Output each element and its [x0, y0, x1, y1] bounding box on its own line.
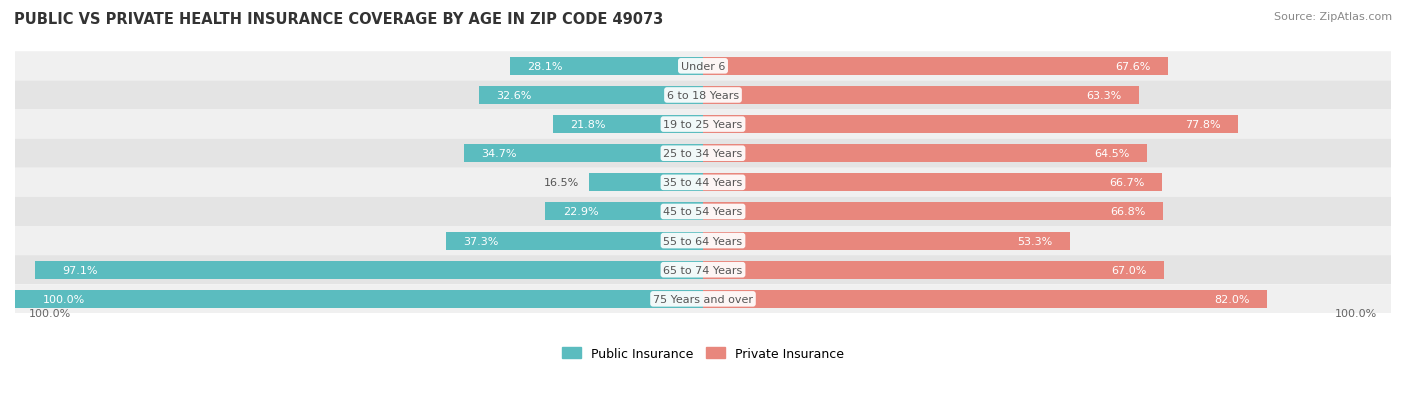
Text: 75 Years and over: 75 Years and over: [652, 294, 754, 304]
Text: 22.9%: 22.9%: [562, 207, 599, 217]
Bar: [703, 58, 1168, 76]
Bar: [703, 87, 1139, 105]
Text: Under 6: Under 6: [681, 62, 725, 71]
Text: 32.6%: 32.6%: [496, 91, 531, 101]
Bar: [464, 145, 703, 163]
Bar: [478, 87, 703, 105]
FancyBboxPatch shape: [15, 81, 1391, 110]
Text: 65 to 74 Years: 65 to 74 Years: [664, 265, 742, 275]
Bar: [703, 261, 1164, 279]
FancyBboxPatch shape: [15, 52, 1391, 81]
Text: 53.3%: 53.3%: [1018, 236, 1053, 246]
Text: PUBLIC VS PRIVATE HEALTH INSURANCE COVERAGE BY AGE IN ZIP CODE 49073: PUBLIC VS PRIVATE HEALTH INSURANCE COVER…: [14, 12, 664, 27]
FancyBboxPatch shape: [15, 226, 1391, 256]
Text: 97.1%: 97.1%: [62, 265, 98, 275]
Bar: [509, 58, 703, 76]
Bar: [703, 203, 1163, 221]
Text: 82.0%: 82.0%: [1215, 294, 1250, 304]
Text: 28.1%: 28.1%: [527, 62, 562, 71]
Bar: [589, 174, 703, 192]
Text: 100.0%: 100.0%: [1334, 308, 1378, 318]
Text: 66.8%: 66.8%: [1109, 207, 1146, 217]
Text: 64.5%: 64.5%: [1094, 149, 1129, 159]
FancyBboxPatch shape: [15, 256, 1391, 285]
Bar: [553, 116, 703, 134]
Text: 67.6%: 67.6%: [1115, 62, 1152, 71]
Text: 100.0%: 100.0%: [42, 294, 84, 304]
Text: 63.3%: 63.3%: [1085, 91, 1122, 101]
FancyBboxPatch shape: [15, 110, 1391, 139]
Bar: [546, 203, 703, 221]
Text: 16.5%: 16.5%: [544, 178, 579, 188]
Text: 66.7%: 66.7%: [1109, 178, 1144, 188]
Text: 45 to 54 Years: 45 to 54 Years: [664, 207, 742, 217]
Bar: [446, 232, 703, 250]
Bar: [703, 174, 1161, 192]
FancyBboxPatch shape: [15, 139, 1391, 169]
Text: 100.0%: 100.0%: [28, 308, 72, 318]
Text: 35 to 44 Years: 35 to 44 Years: [664, 178, 742, 188]
Text: 21.8%: 21.8%: [571, 120, 606, 130]
Bar: [703, 290, 1267, 308]
Text: 37.3%: 37.3%: [464, 236, 499, 246]
Text: 25 to 34 Years: 25 to 34 Years: [664, 149, 742, 159]
Bar: [35, 261, 703, 279]
Text: Source: ZipAtlas.com: Source: ZipAtlas.com: [1274, 12, 1392, 22]
Text: 34.7%: 34.7%: [481, 149, 517, 159]
FancyBboxPatch shape: [15, 197, 1391, 226]
FancyBboxPatch shape: [15, 169, 1391, 197]
Text: 55 to 64 Years: 55 to 64 Years: [664, 236, 742, 246]
Text: 67.0%: 67.0%: [1111, 265, 1147, 275]
Text: 6 to 18 Years: 6 to 18 Years: [666, 91, 740, 101]
Legend: Public Insurance, Private Insurance: Public Insurance, Private Insurance: [557, 342, 849, 365]
Bar: [703, 145, 1147, 163]
Bar: [15, 290, 703, 308]
Bar: [703, 232, 1070, 250]
Text: 19 to 25 Years: 19 to 25 Years: [664, 120, 742, 130]
FancyBboxPatch shape: [15, 285, 1391, 313]
Text: 77.8%: 77.8%: [1185, 120, 1220, 130]
Bar: [703, 116, 1239, 134]
